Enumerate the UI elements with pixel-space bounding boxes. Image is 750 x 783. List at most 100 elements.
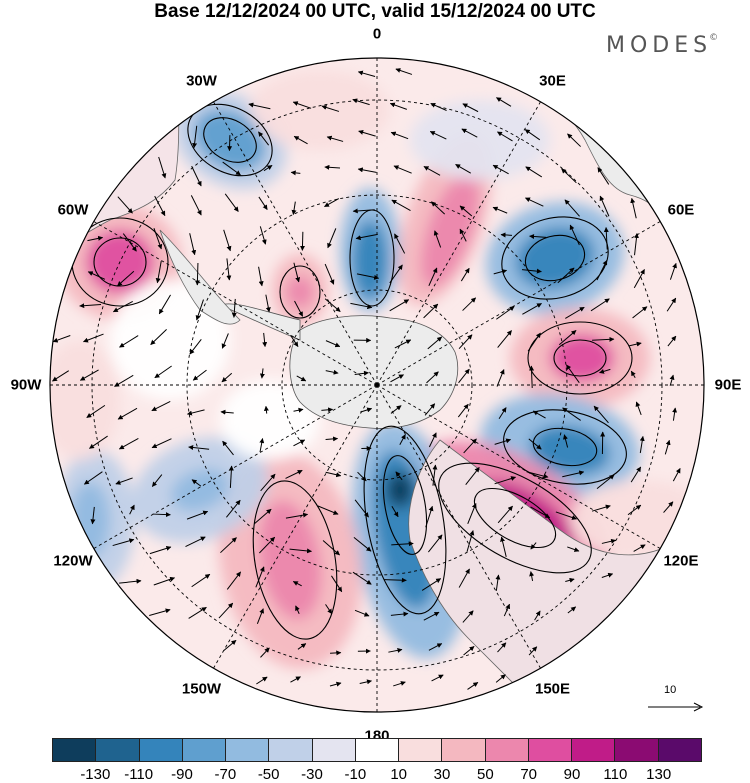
wind-arrow	[521, 268, 542, 274]
wind-arrow	[496, 369, 505, 387]
wind-arrow	[561, 168, 577, 184]
wind-arrow	[394, 233, 406, 254]
wind-arrow	[633, 232, 639, 256]
wind-arrow	[151, 401, 171, 412]
wind-arrow	[494, 438, 512, 445]
wind-arrow	[492, 164, 509, 175]
wind-arrow	[317, 505, 339, 515]
contour-line	[553, 339, 607, 377]
wind-arrow	[639, 435, 645, 454]
wind-arrow	[530, 506, 551, 519]
wind-arrow	[360, 407, 373, 413]
longitude-label: 90W	[10, 376, 42, 394]
wind-arrow	[384, 577, 407, 583]
wind-arrow	[393, 681, 406, 687]
wind-arrow	[389, 102, 407, 110]
longitude-label: 120E	[663, 552, 699, 569]
wind-arrow	[428, 267, 438, 287]
wind-arrow	[664, 439, 671, 455]
wind-arrow	[295, 605, 300, 615]
wind-arrow	[149, 608, 171, 617]
wind-arrow	[357, 70, 376, 77]
longitude-label: 120W	[53, 552, 93, 569]
meridian-line	[376, 101, 541, 386]
wind-arrow	[527, 332, 541, 352]
wind-arrow	[596, 474, 615, 490]
wind-arrow	[462, 610, 474, 623]
anomaly-blob	[420, 173, 480, 287]
wind-arrow	[112, 300, 133, 313]
wind-arrow	[503, 603, 510, 617]
wind-arrow	[289, 548, 312, 554]
colorbar-swatch	[355, 739, 400, 761]
wind-arrow	[592, 336, 615, 342]
longitude-label: 0	[372, 25, 382, 43]
wind-arrow	[292, 101, 312, 109]
anomaly-blob	[515, 227, 595, 289]
wind-arrow	[555, 511, 577, 520]
wind-arrow	[258, 196, 268, 210]
wind-arrow	[352, 98, 370, 106]
wind-arrow	[322, 540, 340, 556]
meridian-line	[213, 101, 378, 386]
wind-arrow	[630, 197, 637, 219]
meridian-line	[376, 384, 541, 669]
contour-lines	[71, 103, 633, 640]
wind-arrow	[492, 206, 508, 214]
meridian-line	[376, 221, 661, 386]
wind-arrow	[194, 262, 200, 286]
wind-arrow	[458, 368, 470, 384]
wind-arrow	[330, 650, 342, 656]
wind-arrow	[331, 575, 343, 593]
wind-arrow	[390, 405, 402, 414]
colorbar-swatch	[139, 739, 183, 761]
wind-arrow	[599, 368, 611, 374]
wind-arrow	[530, 542, 537, 550]
wind-arrow	[432, 464, 438, 486]
wind-arrow	[461, 128, 478, 138]
wind-arrow	[532, 410, 546, 419]
wind-arrow	[225, 499, 241, 518]
wind-arrow	[458, 568, 470, 588]
wind-arrow	[635, 401, 642, 416]
wind-arrow	[258, 266, 264, 287]
wind-arrow	[565, 306, 585, 319]
wind-arrow	[564, 199, 580, 217]
wind-arrow	[325, 604, 333, 615]
wind-arrow	[223, 229, 232, 252]
wind-arrow	[353, 536, 372, 552]
wind-arrow	[526, 471, 549, 479]
wind-arrow	[428, 643, 443, 651]
colorbar-swatch	[53, 739, 97, 761]
anomaly-blob	[386, 472, 414, 508]
wind-arrow	[495, 574, 501, 591]
south-pole-marker	[374, 382, 380, 388]
wind-arrow	[352, 571, 372, 585]
wind-arrow	[426, 371, 439, 384]
colorbar-tick-label: -90	[171, 766, 193, 783]
anomaly-blob	[220, 380, 320, 460]
wind-arrow	[593, 405, 609, 424]
wind-arrow	[431, 201, 446, 215]
colorbar-tick-label: -130	[80, 766, 111, 783]
wind-arrow	[119, 335, 139, 348]
wind-arrow	[293, 439, 306, 447]
colorbar-swatch	[442, 739, 486, 761]
wind-arrow	[86, 404, 106, 418]
wind-arrow	[465, 466, 480, 485]
wind-arrow	[557, 267, 575, 284]
wind-arrow	[525, 166, 543, 178]
wind-arrow	[569, 224, 580, 246]
wind-arrow	[460, 267, 470, 282]
wind-arrow	[630, 466, 642, 483]
wind-arrow	[117, 270, 135, 287]
colorbar-tick-label: -70	[214, 766, 237, 783]
wind-arrow	[395, 471, 403, 481]
map-title: Base 12/12/2024 00 UTC, valid 15/12/2024…	[154, 1, 596, 22]
wind-arrow	[218, 602, 234, 619]
wind-arrow	[534, 610, 541, 621]
wind-arrow	[87, 235, 104, 242]
colorbar-tick-label: -110	[124, 766, 154, 783]
colorbar-swatch	[312, 739, 356, 761]
